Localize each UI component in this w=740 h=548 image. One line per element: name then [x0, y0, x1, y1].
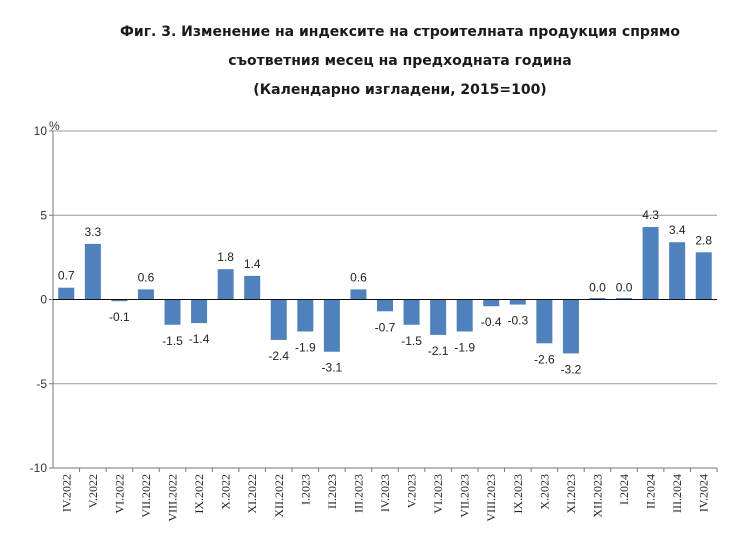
bar	[270, 299, 287, 340]
bar	[244, 275, 261, 300]
bar-layer	[58, 227, 712, 354]
y-tick-label: -10	[30, 461, 48, 475]
y-tick-label: 5	[40, 208, 47, 222]
data-label: -1.5	[162, 334, 183, 348]
chart-title-line-2: съответния месец на предходната година	[228, 53, 572, 69]
x-tick-label: V.2023	[405, 474, 419, 508]
chart-title-line-3: (Календарно изгладени, 2015=100)	[253, 82, 547, 98]
x-tick-label: VIII.2022	[166, 474, 180, 522]
bar	[642, 227, 659, 300]
chart-title: Фиг. 3. Изменение на индексите на строит…	[0, 18, 740, 105]
bar	[562, 299, 579, 354]
bar	[403, 299, 420, 325]
x-tick-label: II.2024	[644, 474, 658, 509]
data-label: -3.1	[322, 361, 343, 375]
data-label: 3.4	[669, 223, 686, 237]
bar	[536, 299, 553, 344]
bar	[669, 242, 686, 300]
bar	[323, 299, 340, 352]
bar	[297, 299, 314, 332]
x-tick-label: VII.2023	[458, 474, 472, 518]
x-tick-label: IV.2022	[59, 474, 73, 512]
data-label: -1.4	[189, 332, 210, 346]
bar	[191, 299, 208, 324]
bar	[589, 298, 606, 300]
bar	[217, 269, 234, 300]
data-label: -2.4	[268, 349, 289, 363]
x-tick-label: III.2023	[351, 474, 365, 513]
x-tick-label: X.2023	[537, 474, 551, 510]
x-tick-label: IV.2024	[697, 474, 711, 512]
bar	[58, 287, 75, 300]
data-label: 0.6	[350, 270, 367, 284]
bar	[430, 299, 447, 335]
data-label: -0.7	[375, 320, 396, 334]
label-layer: 10 5 0 -5 -10 0.7 IV.2022 3.3 V.2022 -0.1 VI.2022 0…	[30, 124, 713, 522]
data-label: -2.1	[428, 344, 449, 358]
x-tick-label: III.2024	[670, 474, 684, 513]
data-label: -1.5	[401, 334, 422, 348]
data-label: 1.8	[217, 250, 234, 264]
x-tick-label: I.2024	[617, 474, 631, 505]
x-tick-label: XII.2023	[590, 474, 604, 518]
bar	[350, 289, 367, 300]
y-tick-label: 10	[34, 124, 48, 138]
chart-title-line-1: Фиг. 3. Изменение на индексите на строит…	[120, 24, 680, 40]
data-label: 4.3	[642, 208, 659, 222]
data-label: -2.6	[534, 352, 555, 366]
data-label: 2.8	[695, 233, 712, 247]
data-label: 3.3	[84, 225, 101, 239]
x-tick-label: VII.2022	[139, 474, 153, 518]
data-label: 0.6	[138, 270, 155, 284]
data-label: 1.4	[244, 257, 261, 271]
x-tick-label: XI.2023	[564, 474, 578, 514]
y-axis-unit-label: %	[49, 119, 60, 133]
x-tick-label: XI.2022	[245, 474, 259, 514]
bar	[111, 299, 128, 302]
data-label: 0.0	[589, 281, 606, 295]
data-label: -0.3	[507, 314, 528, 328]
x-tick-label: IX.2023	[511, 474, 525, 514]
bar	[456, 299, 473, 332]
data-label: 0.0	[616, 281, 633, 295]
axis-layer	[49, 130, 718, 472]
bar	[84, 243, 101, 300]
x-tick-label: V.2022	[86, 474, 100, 508]
x-tick-label: II.2023	[325, 474, 339, 509]
data-label: -3.2	[561, 362, 582, 376]
x-tick-label: IX.2022	[192, 474, 206, 514]
x-tick-label: XII.2022	[272, 474, 286, 518]
x-tick-label: VI.2023	[431, 474, 445, 514]
data-label: 0.7	[58, 269, 75, 283]
x-tick-label: VIII.2023	[484, 474, 498, 522]
data-label: -0.1	[109, 310, 130, 324]
data-label: -0.4	[481, 315, 502, 329]
data-label: -1.9	[295, 341, 316, 355]
y-tick-label: -5	[36, 377, 47, 391]
x-tick-label: IV.2023	[378, 474, 392, 512]
y-tick-label: 0	[40, 293, 47, 307]
bar	[483, 299, 500, 307]
bar	[509, 299, 526, 305]
bar	[695, 252, 712, 300]
bar	[377, 299, 393, 312]
bar	[164, 299, 181, 325]
x-tick-label: I.2023	[298, 474, 312, 505]
x-tick-label: X.2022	[219, 474, 233, 510]
bar	[616, 298, 633, 300]
data-label: -1.9	[454, 341, 475, 355]
x-tick-label: VI.2022	[112, 474, 126, 514]
bar	[137, 289, 154, 300]
